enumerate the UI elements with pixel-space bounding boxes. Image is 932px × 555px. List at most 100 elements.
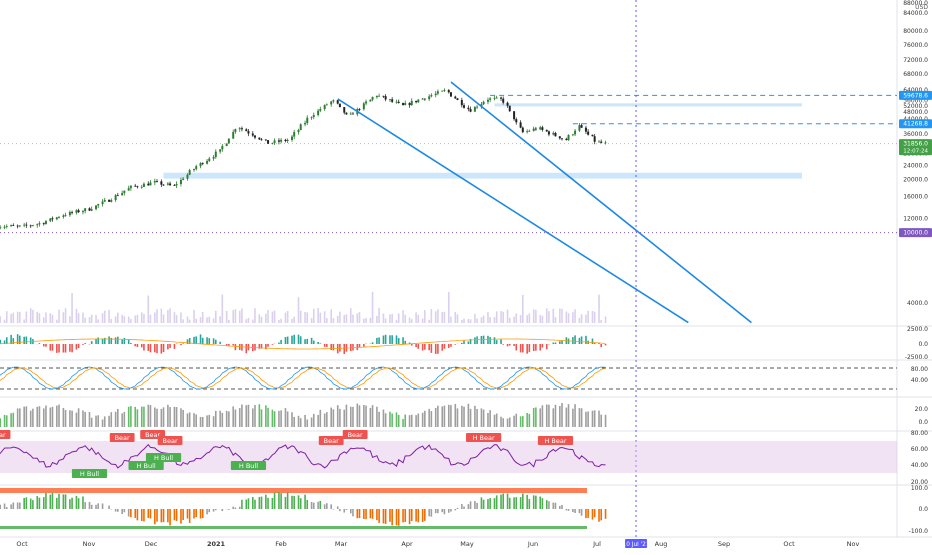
price-tick: 20000.0 <box>903 176 928 183</box>
vol-osc-bar <box>56 406 58 427</box>
vol-osc-bar <box>208 415 210 427</box>
rsi-divergence-label: Bear <box>324 437 339 445</box>
candle-body <box>143 184 145 187</box>
momentum-bar <box>169 509 171 525</box>
candle-body <box>287 140 289 141</box>
vol-osc-bar <box>245 405 247 427</box>
candle-body <box>117 195 119 196</box>
volume-bar <box>63 312 65 323</box>
candle-body <box>522 128 524 133</box>
candle-body <box>239 128 241 129</box>
vol-osc-bar <box>261 409 263 427</box>
volume-bar <box>287 311 289 323</box>
volume-bar <box>502 312 504 323</box>
vol-osc-bar <box>23 407 25 427</box>
vol-osc-bar <box>372 405 374 427</box>
volume-bar <box>195 319 197 323</box>
momentum-bar <box>69 499 71 509</box>
macd-histogram-bar <box>513 344 515 346</box>
candle-body <box>71 212 73 213</box>
volume-bar <box>50 313 52 323</box>
volume-bar <box>357 313 359 323</box>
volume-bar <box>254 308 256 323</box>
vol-osc-bar <box>494 415 496 427</box>
volume-bar <box>222 295 224 323</box>
momentum-top-band <box>0 488 587 493</box>
vol-osc-bar <box>259 404 261 427</box>
volume-bar <box>566 311 568 323</box>
macd-histogram-bar <box>174 344 176 349</box>
macd-histogram-bar <box>141 344 143 347</box>
last-price-label: 31856.0 <box>903 141 928 148</box>
candle-body <box>382 96 384 97</box>
macd-histogram-bar <box>605 344 607 345</box>
vol-osc-bar <box>435 408 437 427</box>
momentum-bar <box>82 496 84 509</box>
volume-bar <box>455 312 457 323</box>
momentum-bar <box>84 502 86 509</box>
momentum-pane <box>0 488 606 529</box>
macd-histogram-bar <box>509 344 511 346</box>
macd-histogram-bar <box>195 336 197 344</box>
vol-osc-bar <box>248 405 250 427</box>
volume-bar <box>474 314 476 323</box>
vol-osc-bar <box>313 414 315 427</box>
candle-body <box>6 226 8 227</box>
volume-bar <box>71 293 73 323</box>
momentum-bar <box>215 509 217 510</box>
time-tick: Sep <box>718 540 730 548</box>
macd-histogram-bar <box>219 342 221 344</box>
vol-osc-bar <box>566 408 568 427</box>
macd-histogram-bar <box>235 344 237 350</box>
vol-osc-bar <box>43 408 45 427</box>
momentum-bar <box>333 509 335 510</box>
momentum-bar <box>228 509 230 510</box>
volume-bar <box>509 318 511 323</box>
volume-bar <box>298 297 300 323</box>
momentum-bar <box>502 493 504 509</box>
vol-osc-bar <box>241 405 243 427</box>
price-tick: 36000.0 <box>903 131 928 138</box>
macd-histogram-bar <box>187 339 189 344</box>
macd-histogram-bar <box>357 344 359 350</box>
volume-bar <box>176 315 178 323</box>
price-tick: 4000.0 <box>907 300 928 307</box>
momentum-bar <box>324 504 326 509</box>
momentum-bar <box>71 498 73 509</box>
candle-body <box>424 99 426 100</box>
momentum-bar <box>19 503 21 509</box>
macd-histogram-bar <box>180 344 182 345</box>
momentum-bar <box>515 497 517 509</box>
candle-body <box>376 96 378 97</box>
rsi-divergence-label: Bear <box>115 434 130 442</box>
macd-histogram-bar <box>76 344 78 350</box>
candle-body <box>149 182 151 185</box>
macd-histogram-bar <box>97 338 99 344</box>
volume-bar <box>291 319 293 323</box>
momentum-bar <box>546 500 548 509</box>
macd-histogram-bar <box>300 336 302 344</box>
candle-body <box>494 98 496 99</box>
volume-bar <box>200 317 202 323</box>
vol-osc-bar <box>91 418 93 427</box>
momentum-tick: -100.0 <box>909 528 929 535</box>
volume-bar <box>36 312 38 323</box>
macd-histogram-bar <box>161 344 163 354</box>
vol-osc-bar <box>585 412 587 427</box>
candle-body <box>75 210 77 212</box>
momentum-bar <box>6 507 8 509</box>
volume-bar <box>208 317 210 323</box>
momentum-bar <box>32 500 34 509</box>
macd-histogram-bar <box>487 336 489 344</box>
vol-osc-bar <box>82 410 84 427</box>
vol-osc-bar <box>97 415 99 427</box>
momentum-bar <box>513 497 515 509</box>
volume-bar <box>121 315 123 323</box>
vol-osc-bar <box>189 412 191 427</box>
candle-body <box>552 133 554 135</box>
volume-bar <box>461 320 463 323</box>
macd-histogram-bar <box>489 337 491 344</box>
vol-osc-bar <box>26 406 28 427</box>
